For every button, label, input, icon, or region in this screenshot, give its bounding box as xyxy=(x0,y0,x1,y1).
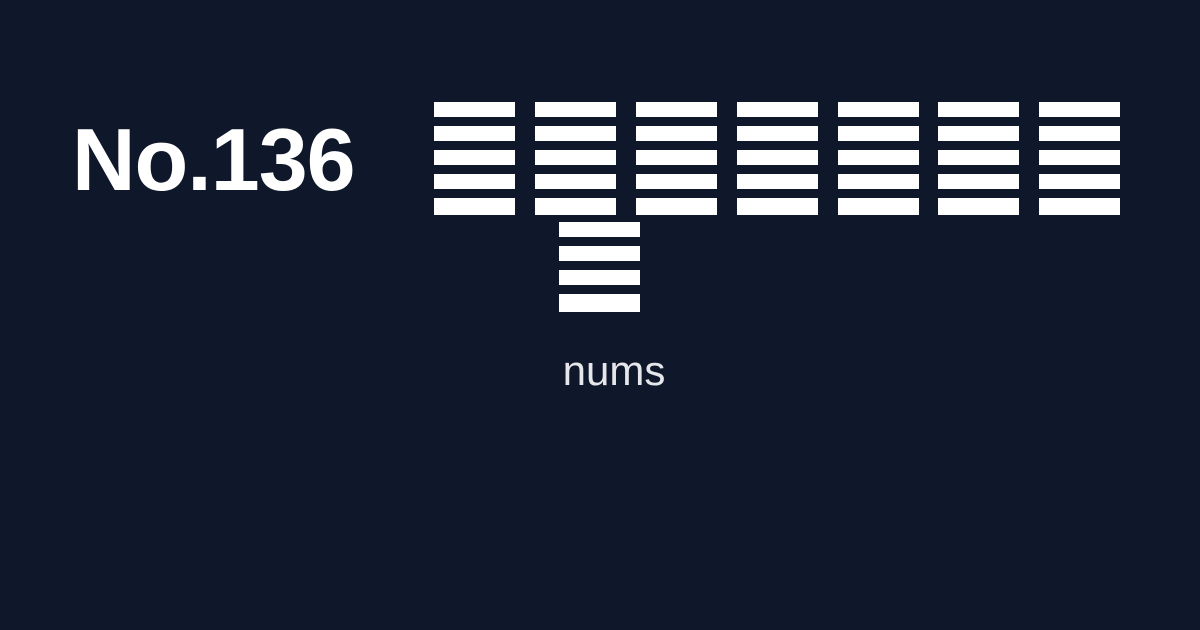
tile-2 xyxy=(535,102,616,215)
tile-row xyxy=(434,102,1120,215)
tile-6 xyxy=(938,102,1019,215)
tile-7 xyxy=(1039,102,1120,215)
tile-5 xyxy=(838,102,919,215)
tile-4 xyxy=(737,102,818,215)
tile-1 xyxy=(434,102,515,215)
problem-number-title: No.136 xyxy=(72,110,356,209)
highlighted-tile xyxy=(559,222,640,312)
caption-label: nums xyxy=(562,347,666,394)
highlighted-tile-connector xyxy=(616,199,636,216)
tile-3 xyxy=(636,102,717,215)
